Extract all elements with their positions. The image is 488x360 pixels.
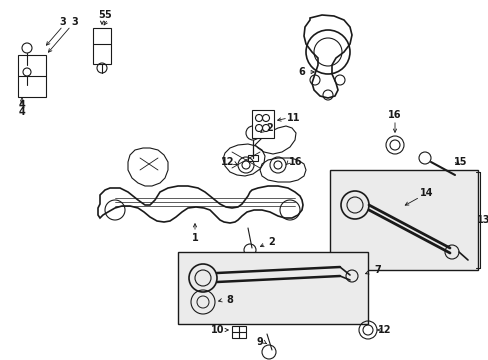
Bar bbox=[247, 155, 258, 161]
Text: 4: 4 bbox=[19, 100, 25, 110]
Text: 16: 16 bbox=[289, 157, 302, 167]
Text: 2: 2 bbox=[266, 123, 273, 133]
Text: 8: 8 bbox=[226, 295, 233, 305]
Text: 4: 4 bbox=[19, 107, 25, 117]
Text: 14: 14 bbox=[419, 188, 433, 198]
Bar bbox=[251, 110, 273, 138]
Bar bbox=[93, 28, 111, 64]
Text: 10: 10 bbox=[211, 325, 224, 335]
Text: 5: 5 bbox=[99, 10, 105, 20]
Text: 15: 15 bbox=[453, 157, 467, 167]
Bar bbox=[329, 170, 477, 270]
Text: 7: 7 bbox=[374, 265, 381, 275]
Text: 13: 13 bbox=[476, 215, 488, 225]
Text: 1: 1 bbox=[191, 233, 198, 243]
Bar bbox=[178, 252, 367, 324]
Text: 3: 3 bbox=[71, 17, 78, 27]
Text: 16: 16 bbox=[387, 110, 401, 120]
Text: 9: 9 bbox=[256, 337, 263, 347]
Text: 2: 2 bbox=[268, 237, 275, 247]
Text: 6: 6 bbox=[298, 67, 305, 77]
Text: 5: 5 bbox=[104, 10, 111, 20]
Bar bbox=[231, 326, 245, 338]
Text: 3: 3 bbox=[60, 17, 66, 27]
Text: 12: 12 bbox=[378, 325, 391, 335]
Bar bbox=[18, 55, 46, 97]
Text: 11: 11 bbox=[286, 113, 300, 123]
Text: 12: 12 bbox=[221, 157, 234, 167]
